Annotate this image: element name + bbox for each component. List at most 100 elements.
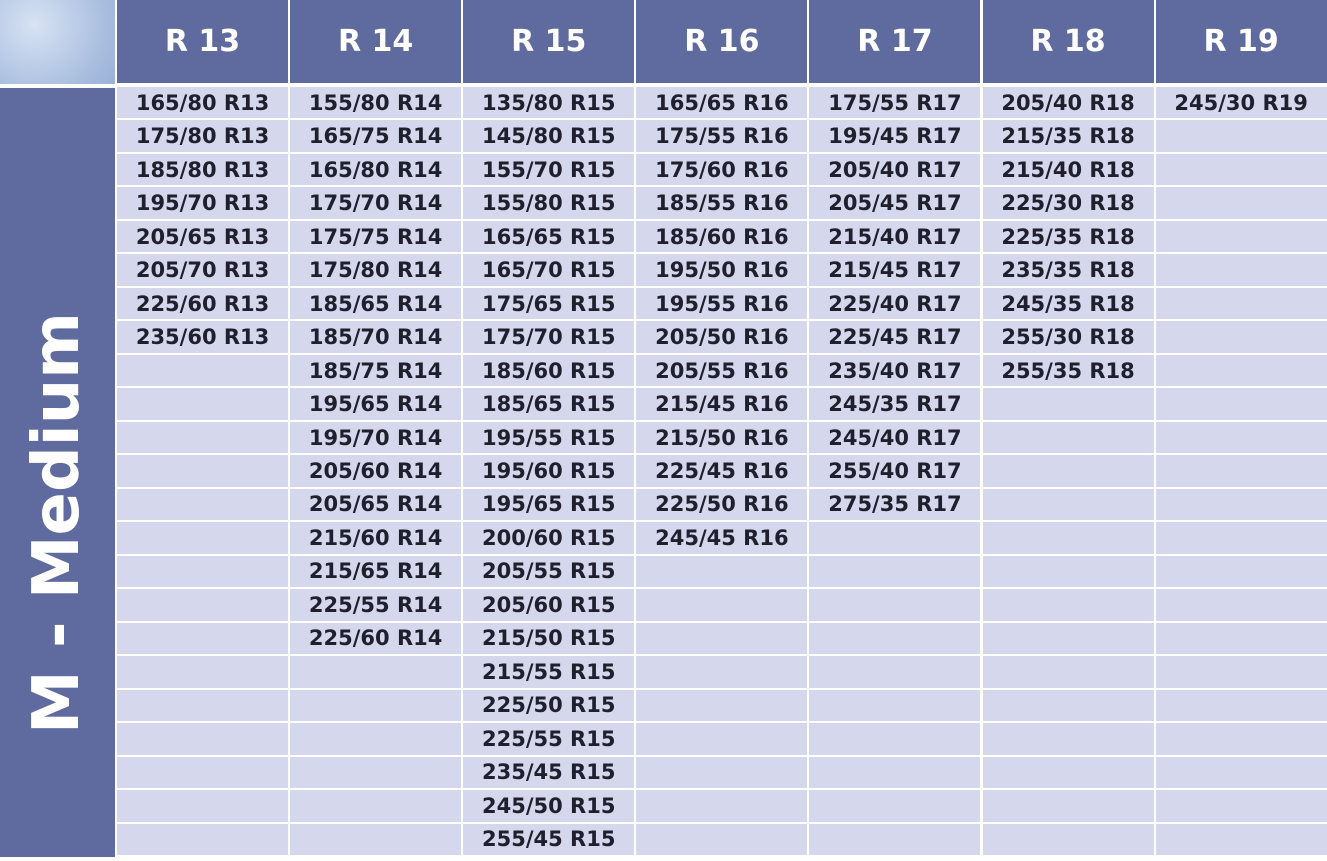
tire-size: 165/80 R14 [290, 153, 462, 186]
empty-cell [809, 823, 981, 855]
tire-size: 215/45 R16 [636, 388, 808, 420]
tire-size: 175/55 R17 [809, 87, 981, 119]
empty-cell [290, 790, 462, 822]
tire-size: 200/60 R15 [463, 522, 635, 554]
empty-cell [1155, 522, 1327, 554]
empty-cell [809, 656, 981, 688]
empty-cell [636, 790, 808, 822]
tire-size: 205/60 R14 [290, 455, 462, 487]
empty-cell [1155, 187, 1327, 219]
tire-size: 225/55 R15 [463, 723, 635, 755]
empty-cell [117, 455, 289, 487]
empty-cell [117, 522, 289, 554]
tire-size: 185/65 R15 [463, 388, 635, 420]
empty-cell [982, 790, 1154, 822]
tire-size: 175/70 R15 [463, 321, 635, 353]
tire-size: 175/80 R14 [290, 254, 462, 286]
empty-cell [636, 589, 808, 621]
empty-cell [1155, 756, 1327, 789]
tire-size: 165/65 R15 [463, 220, 635, 253]
empty-cell [1155, 455, 1327, 487]
tire-size: 175/65 R15 [463, 287, 635, 320]
tire-size: 215/50 R15 [463, 622, 635, 655]
tire-size: 205/45 R17 [809, 187, 981, 219]
empty-cell [982, 622, 1154, 655]
empty-cell [1155, 689, 1327, 722]
tire-size: 215/55 R15 [463, 656, 635, 688]
empty-cell [982, 488, 1154, 521]
empty-cell [1155, 656, 1327, 688]
empty-cell [982, 823, 1154, 855]
tire-size: 225/45 R16 [636, 455, 808, 487]
empty-cell [1155, 488, 1327, 521]
empty-cell [982, 589, 1154, 621]
column-header: R 15 [463, 0, 635, 83]
tire-size: 245/35 R18 [982, 287, 1154, 320]
tire-size: 205/60 R15 [463, 589, 635, 621]
tire-size: 255/30 R18 [982, 321, 1154, 353]
tire-size: 175/80 R13 [117, 120, 289, 152]
tire-size: 205/55 R16 [636, 354, 808, 387]
empty-cell [117, 388, 289, 420]
tire-size: 225/60 R13 [117, 287, 289, 320]
empty-cell [809, 790, 981, 822]
empty-cell [809, 589, 981, 621]
tire-size: 165/75 R14 [290, 120, 462, 152]
tire-size: 205/65 R14 [290, 488, 462, 521]
tire-size: 205/55 R15 [463, 555, 635, 588]
tire-size: 225/60 R14 [290, 622, 462, 655]
empty-cell [290, 756, 462, 789]
tire-size: 145/80 R15 [463, 120, 635, 152]
tire-size: 175/55 R16 [636, 120, 808, 152]
tire-size: 225/30 R18 [982, 187, 1154, 219]
tire-size: 205/65 R13 [117, 220, 289, 253]
empty-cell [1155, 555, 1327, 588]
empty-cell [290, 689, 462, 722]
empty-cell [636, 756, 808, 789]
empty-cell [1155, 153, 1327, 186]
empty-cell [1155, 622, 1327, 655]
empty-cell [290, 823, 462, 855]
empty-cell [1155, 790, 1327, 822]
empty-cell [1155, 321, 1327, 353]
empty-cell [290, 656, 462, 688]
tire-size: 235/45 R15 [463, 756, 635, 789]
tire-size: 255/40 R17 [809, 455, 981, 487]
tire-size: 185/70 R14 [290, 321, 462, 353]
tire-size: 155/70 R15 [463, 153, 635, 186]
tire-size: 195/60 R15 [463, 455, 635, 487]
empty-cell [636, 823, 808, 855]
tire-size: 205/70 R13 [117, 254, 289, 286]
empty-cell [1155, 589, 1327, 621]
side-panel: M - Medium [0, 88, 115, 857]
side-label: M - Medium [20, 312, 94, 734]
tire-size: 165/65 R16 [636, 87, 808, 119]
column-header: R 13 [117, 0, 289, 83]
tire-size: 175/70 R14 [290, 187, 462, 219]
empty-cell [117, 354, 289, 387]
empty-cell [117, 555, 289, 588]
tire-size: 215/60 R14 [290, 522, 462, 554]
empty-cell [982, 522, 1154, 554]
tire-size: 185/75 R14 [290, 354, 462, 387]
empty-cell [1155, 823, 1327, 855]
tire-size: 235/40 R17 [809, 354, 981, 387]
tire-size: 245/40 R17 [809, 421, 981, 454]
empty-cell [1155, 287, 1327, 320]
tire-size: 195/70 R13 [117, 187, 289, 219]
tire-size: 195/55 R16 [636, 287, 808, 320]
header-corner [0, 0, 115, 84]
empty-cell [982, 555, 1154, 588]
tire-size: 195/45 R17 [809, 120, 981, 152]
tire-size: 165/70 R15 [463, 254, 635, 286]
empty-cell [982, 388, 1154, 420]
empty-cell [809, 522, 981, 554]
empty-cell [982, 723, 1154, 755]
tire-size: 175/60 R16 [636, 153, 808, 186]
column-header: R 14 [290, 0, 462, 83]
tire-size: 195/65 R14 [290, 388, 462, 420]
empty-cell [117, 622, 289, 655]
tire-size: 235/35 R18 [982, 254, 1154, 286]
column-header: R 18 [982, 0, 1154, 83]
